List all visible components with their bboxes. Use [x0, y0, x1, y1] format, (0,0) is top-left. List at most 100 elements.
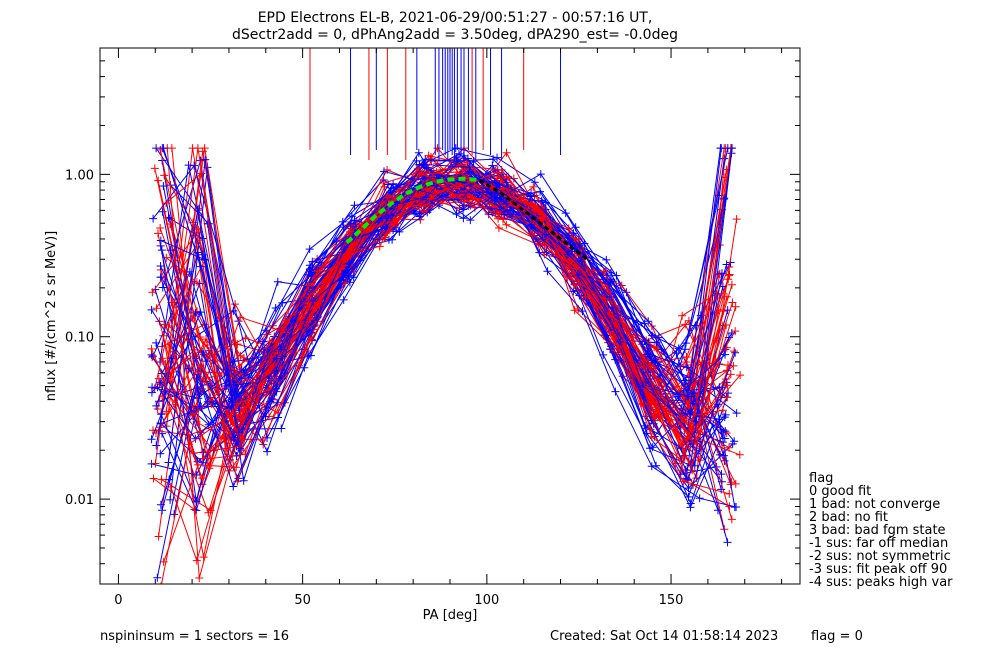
- spectrum-point: [459, 205, 468, 214]
- spectrum-point: [725, 489, 734, 498]
- spectrum-line: [161, 186, 732, 436]
- spectrum-point: [157, 475, 166, 484]
- spectrum-point: [571, 223, 580, 232]
- legend-item: -3 sus: fit peak off 90: [809, 562, 947, 577]
- spectrum-point: [158, 354, 167, 363]
- spectrum-point: [199, 553, 208, 562]
- spectrum-point: [640, 319, 649, 328]
- spectrum-point: [232, 399, 241, 408]
- spectrum-point: [643, 350, 652, 359]
- spectrum-point: [236, 351, 245, 360]
- legend-item: 1 bad: not converge: [809, 497, 940, 512]
- spectrum-point: [277, 424, 286, 433]
- spectrum-point: [200, 255, 209, 264]
- chart-title-line2: dSectr2add = 0, dPhAng2add = 3.50deg, dP…: [232, 27, 678, 43]
- spectrum-point: [647, 462, 656, 471]
- spectrum-point: [230, 389, 239, 398]
- spectrum-point: [265, 337, 274, 346]
- spectrum-point: [714, 305, 723, 314]
- spectrum-point: [681, 320, 690, 329]
- spectrum-point: [723, 381, 732, 390]
- spectrum-point: [599, 267, 608, 276]
- spectrum-point: [715, 294, 724, 303]
- spectrum-point: [412, 156, 421, 165]
- spectrum-point: [170, 510, 179, 519]
- spectrum-point: [679, 477, 688, 486]
- spectrum-point: [147, 344, 156, 353]
- spectrum-point: [393, 199, 402, 208]
- spectrum-point: [387, 184, 396, 193]
- spectrum-line: [168, 159, 738, 463]
- spectrum-point: [196, 308, 205, 317]
- spectrum-point: [640, 421, 649, 430]
- spectrum-point: [236, 369, 245, 378]
- spectrum-point: [272, 366, 281, 375]
- spectrum-point: [156, 378, 165, 387]
- spectrum-point: [728, 439, 737, 448]
- spectrum-point: [190, 161, 199, 170]
- spectrum-point: [721, 350, 730, 359]
- spectrum-point: [278, 298, 287, 307]
- spectrum-point: [153, 229, 162, 238]
- spectrum-point: [304, 281, 313, 290]
- spectrum-point: [147, 305, 156, 314]
- spectrum-point: [612, 271, 621, 280]
- spectrum-point: [560, 255, 569, 264]
- spectrum-point: [163, 340, 172, 349]
- spectrum-point: [234, 428, 243, 437]
- spectrum-point: [722, 429, 731, 438]
- spectrum-point: [452, 168, 461, 177]
- spectrum-point: [263, 447, 272, 456]
- x-tick-label: 0: [114, 593, 122, 608]
- spectrum-point: [197, 169, 206, 178]
- footer-flag: flag = 0: [811, 629, 863, 644]
- spectrum-point: [727, 515, 736, 524]
- spectrum-point: [198, 474, 207, 483]
- spectrum-point: [231, 300, 240, 309]
- spectrum-point: [192, 506, 201, 515]
- spectrum-point: [600, 294, 609, 303]
- spectrum-point: [160, 171, 169, 180]
- spectrum-point: [692, 474, 701, 483]
- fit-curve-black: [478, 178, 591, 263]
- spectrum-point: [192, 470, 201, 479]
- spectrum-point: [192, 556, 201, 565]
- spectrum-point: [731, 302, 740, 311]
- spectrum-point: [149, 474, 158, 483]
- spectrum-point: [203, 341, 212, 350]
- spectrum-point: [502, 220, 511, 229]
- spectrum-point: [271, 303, 280, 312]
- spectrum-point: [573, 270, 582, 279]
- spectrum-point: [241, 450, 250, 459]
- spectrum-point: [611, 387, 620, 396]
- spectrum-point: [715, 415, 724, 424]
- spectrum-point: [346, 227, 355, 236]
- spectrum-point: [150, 164, 159, 173]
- legend-title: flag: [809, 471, 833, 486]
- spectrum-point: [536, 170, 545, 179]
- spectrum-point: [715, 450, 724, 459]
- spectrum-point: [731, 479, 740, 488]
- y-tick-label: 0.10: [65, 331, 94, 346]
- spectrum-line: [160, 173, 722, 490]
- spectrum-point: [639, 356, 648, 365]
- spectrum-point: [344, 272, 353, 281]
- spectrum-point: [495, 180, 504, 189]
- spectrum-point: [616, 337, 625, 346]
- spectrum-point: [607, 275, 616, 284]
- spectrum-point: [732, 215, 741, 224]
- spectrum-point: [167, 144, 176, 153]
- spectrum-point: [686, 503, 695, 512]
- spectrum-point: [192, 278, 201, 287]
- spectrum-line: [151, 170, 726, 440]
- x-tick-label: 150: [659, 593, 684, 608]
- spectrum-point: [451, 144, 460, 153]
- spectrum-point: [646, 361, 655, 370]
- spectrum-point: [650, 343, 659, 352]
- y-tick-label: 1.00: [65, 168, 94, 183]
- spectrum-point: [581, 292, 590, 301]
- spectrum-point: [540, 250, 549, 259]
- spectrum-point: [602, 255, 611, 264]
- spectrum-point: [676, 413, 685, 422]
- spectrum-point: [380, 167, 389, 176]
